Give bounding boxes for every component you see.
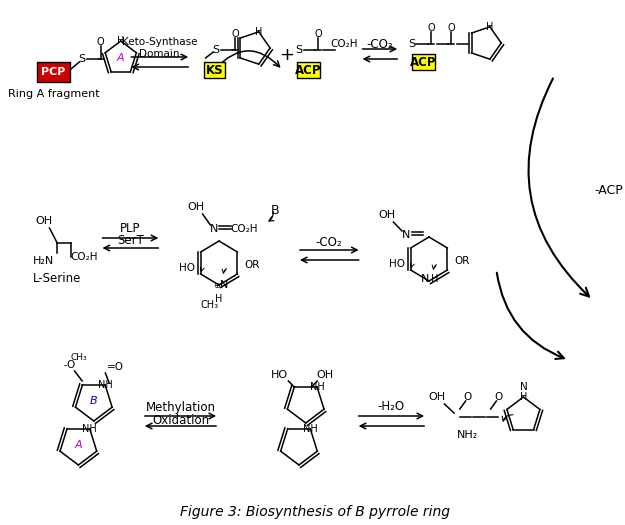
Text: Ring A fragment: Ring A fragment — [8, 89, 99, 99]
Text: O: O — [427, 23, 435, 33]
Text: O: O — [97, 37, 104, 47]
Text: OH: OH — [188, 202, 204, 212]
Text: B: B — [90, 396, 98, 406]
Text: -CO₂: -CO₂ — [366, 37, 393, 50]
Text: S: S — [296, 45, 302, 55]
Text: -ACP: -ACP — [595, 184, 624, 196]
Text: ⊕: ⊕ — [214, 280, 221, 289]
Text: H: H — [520, 392, 527, 402]
FancyBboxPatch shape — [412, 54, 435, 70]
Text: -H₂O: -H₂O — [378, 401, 405, 414]
Text: N: N — [421, 274, 429, 284]
Text: +: + — [279, 46, 294, 64]
Text: Oxidation: Oxidation — [152, 415, 209, 427]
Text: NH: NH — [98, 380, 112, 390]
Text: CO₂H: CO₂H — [71, 252, 98, 262]
Text: Figure 3: Biosynthesis of B pyrrole ring: Figure 3: Biosynthesis of B pyrrole ring — [181, 505, 451, 519]
Text: ACP: ACP — [296, 64, 322, 77]
Text: H: H — [431, 274, 439, 284]
Text: NH: NH — [303, 424, 318, 434]
Text: CO₂H: CO₂H — [331, 39, 358, 49]
Text: OH: OH — [35, 216, 52, 226]
Text: O: O — [314, 29, 322, 39]
Text: HO: HO — [179, 263, 195, 273]
Text: N: N — [210, 224, 218, 234]
Text: H: H — [255, 27, 262, 37]
Text: A: A — [74, 440, 82, 450]
FancyBboxPatch shape — [37, 62, 70, 82]
Text: PCP: PCP — [41, 67, 66, 77]
Text: O: O — [448, 23, 455, 33]
Text: H₂N: H₂N — [33, 256, 54, 266]
Text: B: B — [271, 205, 279, 217]
Text: CH₃: CH₃ — [201, 300, 219, 310]
Text: -CO₂: -CO₂ — [316, 236, 342, 249]
Text: CO₂H: CO₂H — [230, 224, 258, 234]
Text: S: S — [408, 39, 415, 49]
Text: HO: HO — [389, 259, 405, 269]
FancyBboxPatch shape — [204, 62, 225, 78]
Text: OR: OR — [244, 260, 259, 270]
Text: N: N — [219, 280, 228, 290]
Text: Methylation: Methylation — [146, 401, 216, 414]
Text: NH: NH — [82, 424, 97, 434]
Text: -O: -O — [64, 360, 76, 370]
Text: Keto-Synthase
Domain: Keto-Synthase Domain — [121, 37, 197, 59]
Text: PLP: PLP — [120, 223, 141, 236]
Text: NH₂: NH₂ — [457, 430, 478, 440]
Text: CH₃: CH₃ — [70, 352, 87, 362]
Text: H: H — [117, 36, 124, 46]
Text: KS: KS — [206, 64, 223, 77]
Text: O: O — [232, 29, 239, 39]
Text: H: H — [216, 294, 222, 304]
Text: N: N — [521, 382, 528, 392]
FancyBboxPatch shape — [297, 62, 320, 78]
Text: H: H — [486, 22, 494, 32]
Text: OH: OH — [378, 210, 395, 220]
Text: =O: =O — [106, 362, 124, 372]
Text: S: S — [213, 45, 220, 55]
Text: OH: OH — [316, 370, 334, 380]
Text: OH: OH — [428, 392, 445, 402]
Text: NH: NH — [309, 382, 324, 392]
Text: ACP: ACP — [410, 56, 436, 68]
Text: O: O — [494, 392, 502, 402]
Text: O: O — [463, 392, 472, 402]
Text: A: A — [117, 53, 124, 63]
Text: SerT: SerT — [117, 235, 144, 247]
Text: S: S — [79, 54, 86, 64]
Text: HO: HO — [271, 370, 288, 380]
Text: L-Serine: L-Serine — [33, 272, 81, 286]
Text: OR: OR — [454, 256, 469, 266]
Text: N: N — [402, 230, 410, 240]
